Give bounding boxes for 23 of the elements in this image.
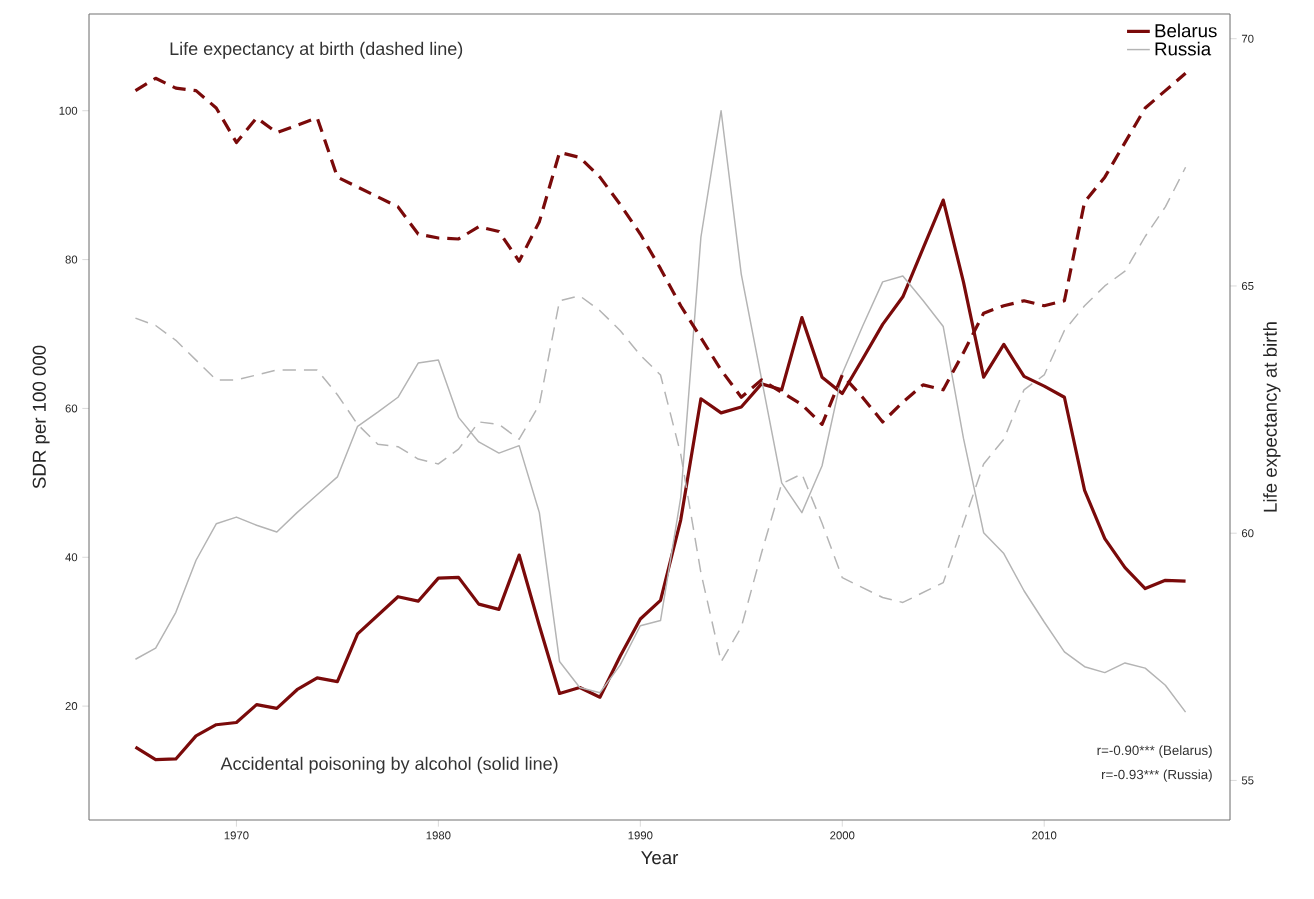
annotation: Life expectancy at birth (dashed line) — [170, 41, 463, 59]
y-tick-label: 40 — [65, 553, 78, 562]
x-tick-label: 1980 — [426, 831, 451, 840]
y-tick-label: 20 — [65, 702, 78, 711]
y-tick-label: 100 — [59, 106, 78, 115]
y-tick-label: 80 — [65, 255, 78, 264]
legend-label: Belarus — [1155, 23, 1217, 38]
legend-label: Russia — [1155, 41, 1212, 56]
y2-axis-title: Life expectancy at birth — [1263, 322, 1281, 512]
annotation: r=-0.93*** (Russia) — [1101, 769, 1212, 782]
x-tick-label: 2010 — [1032, 831, 1057, 840]
x-tick-label: 1990 — [628, 831, 653, 840]
x-tick-label: 2000 — [830, 831, 855, 840]
y2-tick-label: 65 — [1241, 281, 1254, 290]
y-tick-label: 60 — [65, 404, 78, 413]
annotation: r=-0.90*** (Belarus) — [1097, 745, 1212, 758]
x-tick-label: 1970 — [224, 831, 249, 840]
annotation: Accidental poisoning by alcohol (solid line) — [220, 756, 558, 774]
x-axis-title: Year — [641, 851, 679, 865]
y-axis-title: SDR per 100 000 — [32, 345, 50, 489]
y2-tick-label: 55 — [1241, 776, 1254, 785]
y2-tick-label: 70 — [1241, 34, 1254, 43]
y2-tick-label: 60 — [1241, 529, 1254, 538]
